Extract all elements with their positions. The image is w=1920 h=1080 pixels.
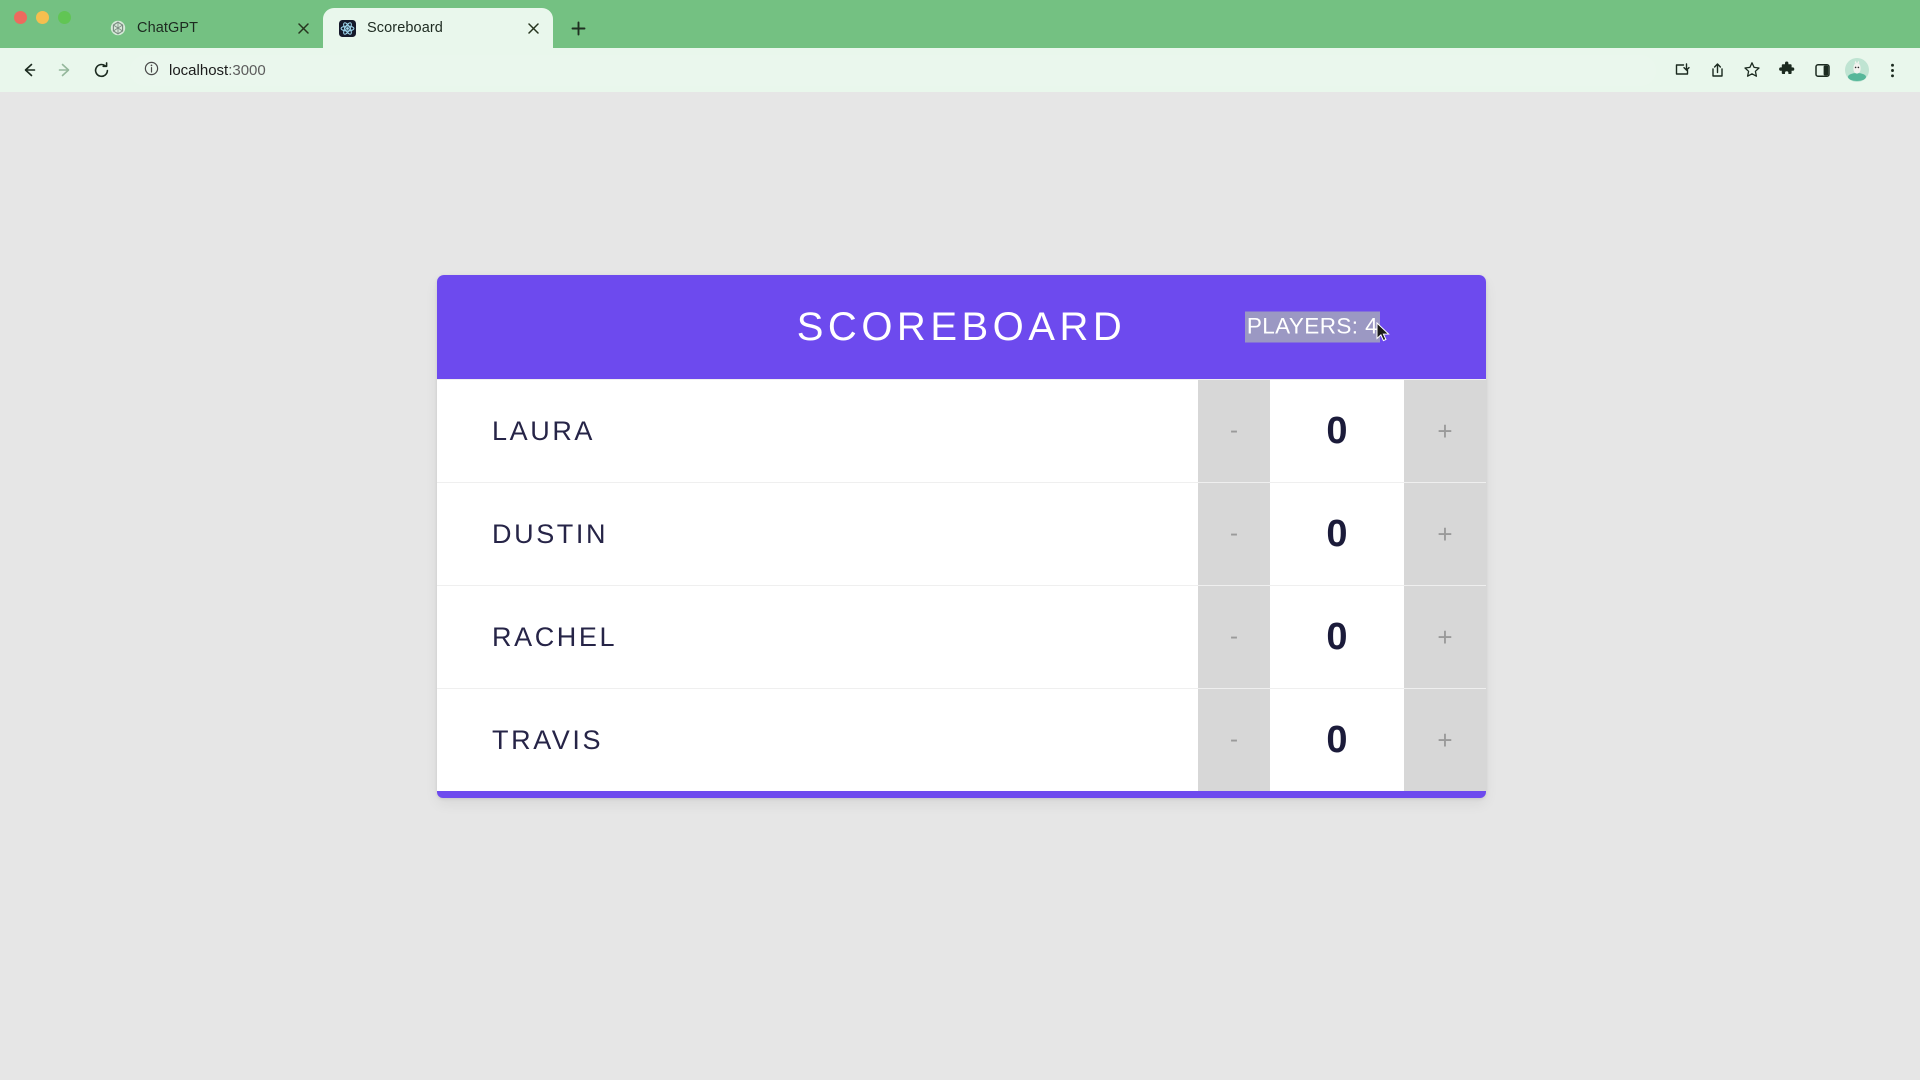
avatar <box>1845 58 1869 82</box>
increment-score-button[interactable]: + <box>1404 483 1486 585</box>
scoreboard-header: SCOREBOARD PLAYERS: 4 <box>437 275 1486 379</box>
tab-title: Scoreboard <box>367 20 443 36</box>
player-name: DUSTIN <box>492 518 609 549</box>
page-viewport: SCOREBOARD PLAYERS: 4 LAURA - 0 + DUSTIN… <box>0 92 1920 1080</box>
minimize-window-button[interactable] <box>36 10 49 24</box>
window-controls <box>14 0 93 48</box>
player-row: TRAVIS - 0 + <box>437 688 1486 791</box>
url-host: localhost <box>169 61 229 79</box>
profile-avatar[interactable] <box>1841 54 1873 86</box>
maximize-window-button[interactable] <box>58 10 71 24</box>
browser-tab-scoreboard[interactable]: Scoreboard <box>323 8 553 48</box>
extensions-puzzle-icon[interactable] <box>1771 54 1803 86</box>
share-icon[interactable] <box>1701 54 1733 86</box>
page-title: SCOREBOARD <box>796 304 1127 349</box>
browser-toolbar: localhost:3000 <box>0 48 1920 92</box>
decrement-score-button[interactable]: - <box>1198 586 1270 688</box>
scoreboard-card: SCOREBOARD PLAYERS: 4 LAURA - 0 + DUSTIN… <box>437 275 1486 798</box>
player-score: 0 <box>1270 689 1404 791</box>
player-score: 0 <box>1270 586 1404 688</box>
close-icon[interactable] <box>293 18 313 38</box>
decrement-score-button[interactable]: - <box>1198 380 1270 482</box>
chatgpt-icon <box>109 20 126 37</box>
close-window-button[interactable] <box>14 10 27 24</box>
chrome-menu-icon[interactable] <box>1876 54 1908 86</box>
player-row: DUSTIN - 0 + <box>437 482 1486 585</box>
player-score: 0 <box>1270 380 1404 482</box>
toolbar-icons <box>1666 54 1908 86</box>
player-name: TRAVIS <box>492 724 604 755</box>
player-score: 0 <box>1270 483 1404 585</box>
player-row: RACHEL - 0 + <box>437 585 1486 688</box>
increment-score-button[interactable]: + <box>1404 689 1486 791</box>
url-port: :3000 <box>228 61 266 79</box>
new-tab-button[interactable] <box>561 11 595 45</box>
back-button[interactable] <box>12 53 46 87</box>
close-icon[interactable] <box>523 18 543 38</box>
bookmark-star-icon[interactable] <box>1736 54 1768 86</box>
side-panel-icon[interactable] <box>1806 54 1838 86</box>
browser-tab-chatgpt[interactable]: ChatGPT <box>93 8 323 48</box>
address-bar-url: localhost:3000 <box>169 62 266 79</box>
players-counter: PLAYERS: 4 <box>1244 311 1380 343</box>
tab-title: ChatGPT <box>137 20 199 36</box>
reload-button[interactable] <box>84 53 118 87</box>
info-circle-icon[interactable] <box>144 61 159 80</box>
increment-score-button[interactable]: + <box>1404 380 1486 482</box>
address-bar[interactable]: localhost:3000 <box>130 54 1656 86</box>
player-row: LAURA - 0 + <box>437 379 1486 482</box>
react-icon <box>339 19 356 37</box>
tab-strip: ChatGPT Scoreboard <box>0 0 1920 48</box>
player-name: LAURA <box>492 415 596 446</box>
forward-button[interactable] <box>48 53 82 87</box>
decrement-score-button[interactable]: - <box>1198 689 1270 791</box>
install-app-icon[interactable] <box>1666 54 1698 86</box>
decrement-score-button[interactable]: - <box>1198 483 1270 585</box>
increment-score-button[interactable]: + <box>1404 586 1486 688</box>
player-name: RACHEL <box>492 621 618 652</box>
